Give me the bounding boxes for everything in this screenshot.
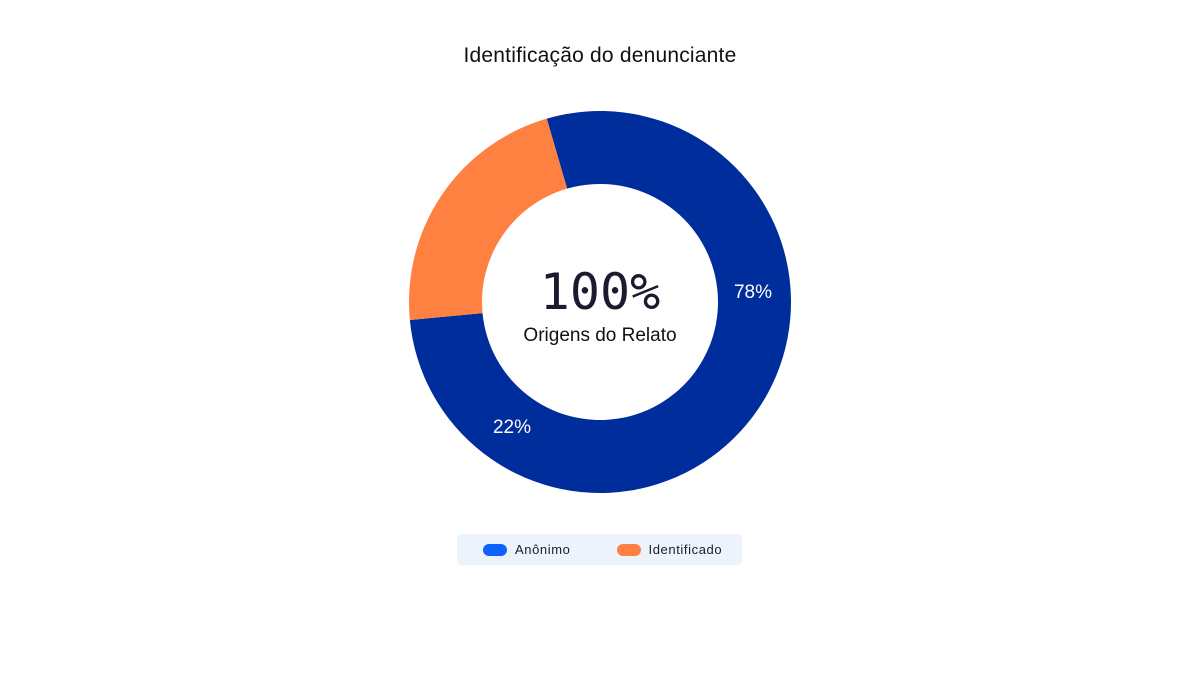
center-label: Origens do Relato: [523, 325, 676, 346]
legend-label-identificado: Identificado: [648, 542, 723, 557]
chart-title: Identificação do denunciante: [463, 44, 737, 67]
legend-item-anonimo[interactable]: Anônimo: [483, 542, 571, 557]
donut-slice-anonimo[interactable]: [409, 111, 792, 494]
legend-label-anonimo: Anônimo: [515, 542, 571, 557]
center-value: 100%: [540, 263, 660, 321]
slice-label-identificado: 22%: [493, 417, 531, 438]
legend-item-identificado[interactable]: Identificado: [616, 542, 723, 557]
legend-swatch-identificado: [616, 543, 641, 556]
legend-swatch-anonimo: [483, 543, 507, 556]
slice-label-anonimo: 78%: [734, 282, 772, 303]
legend: Anônimo Identificado: [457, 534, 742, 565]
donut-slice-identificado[interactable]: [409, 118, 568, 320]
